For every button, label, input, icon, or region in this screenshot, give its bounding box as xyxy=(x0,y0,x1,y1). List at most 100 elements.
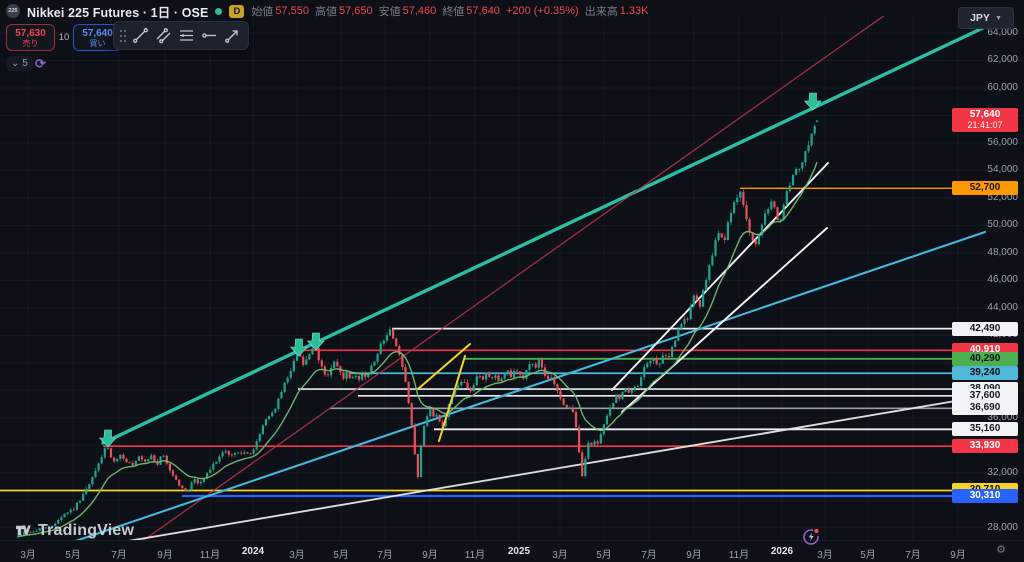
arrow-down-icon xyxy=(289,338,308,357)
time-tick-label: 7月 xyxy=(905,550,921,561)
countdown-timer: 21:41:07 xyxy=(967,120,1003,131)
time-tick-label: 5月 xyxy=(860,550,876,561)
price-level-badge: 36,690 xyxy=(952,401,1018,416)
time-tick-label: 7月 xyxy=(377,550,393,561)
time-axis-separator xyxy=(0,540,1024,541)
layer-count: 5 xyxy=(22,58,28,69)
price-tick-label: 62,000 xyxy=(987,54,1018,66)
time-tick-label: 11月 xyxy=(199,550,221,561)
price-level-badge: 40,290 xyxy=(952,351,1018,366)
object-tree-toggle[interactable]: ⌄ 5 xyxy=(6,56,33,71)
drawing-toolbar xyxy=(113,21,249,50)
volume-value: 1.33K xyxy=(619,5,649,17)
currency-value: JPY xyxy=(970,12,990,24)
price-tick-label: 60,000 xyxy=(987,81,1018,93)
candlestick-series xyxy=(16,120,819,538)
time-tick-label: 2024 xyxy=(241,546,265,557)
trend-lines[interactable] xyxy=(58,10,987,550)
interval-badge[interactable]: D xyxy=(229,4,245,18)
open-label: 始値 xyxy=(251,6,274,18)
price-tick-label: 64,000 xyxy=(987,27,1018,38)
moving-average-line xyxy=(17,161,818,537)
horizontal-level-lines[interactable] xyxy=(0,187,952,498)
close-label: 終値 xyxy=(442,6,465,18)
arrow-down-markers[interactable] xyxy=(98,92,822,448)
trend-line-tool-icon[interactable] xyxy=(129,24,152,47)
time-tick-label: 9月 xyxy=(686,550,702,561)
arrow-down-icon xyxy=(98,429,117,448)
price-level-badge: 33,930 xyxy=(952,439,1018,454)
price-tick-label: 48,000 xyxy=(987,246,1018,258)
time-tick-label: 5月 xyxy=(333,550,349,561)
price-tick-label: 28,000 xyxy=(987,521,1018,533)
time-tick-label: 7月 xyxy=(641,550,657,561)
price-tick-label: 56,000 xyxy=(987,136,1018,148)
time-tick-label: 3月 xyxy=(289,550,305,561)
price-level-badge: 35,160 xyxy=(952,422,1018,437)
high-value: 57,650 xyxy=(338,5,373,17)
symbol-title[interactable]: Nikkei 225 Futures · 1日 · OSE xyxy=(27,5,209,20)
market-status-icon xyxy=(215,7,223,15)
low-label: 安値 xyxy=(378,6,401,18)
price-tick-label: 54,000 xyxy=(987,164,1018,176)
price-tick-label: 36,000 xyxy=(987,411,1018,423)
symbol-header: 225 Nikkei 225 Futures · 1日 · OSE D 始値 57… xyxy=(6,3,648,20)
chevron-down-icon: ⌄ xyxy=(11,58,20,69)
tradingview-logo-icon xyxy=(16,525,31,536)
buy-price: 57,640 xyxy=(82,27,113,39)
watermark-text: TradingView xyxy=(38,521,135,539)
price-level-badge: 57,640 21:41:07 xyxy=(952,108,1018,133)
close-value: 57,640 xyxy=(466,5,500,17)
tradingview-watermark: TradingView xyxy=(14,521,134,540)
time-tick-label: 7月 xyxy=(111,550,127,561)
caret-down-icon: ▼ xyxy=(994,14,1002,22)
sell-label: 売り xyxy=(22,38,39,48)
time-tick-label: 9月 xyxy=(950,550,966,561)
price-level-badge: 30,310 xyxy=(952,488,1018,503)
spread-value: 10 xyxy=(58,32,70,43)
sell-price: 57,630 xyxy=(15,27,46,39)
time-tick-label: 11月 xyxy=(728,550,750,561)
instant-order-icon[interactable] xyxy=(801,526,822,547)
arrow-down-icon xyxy=(803,92,822,111)
time-tick-label: 2025 xyxy=(507,546,531,557)
low-value: 57,460 xyxy=(402,5,437,17)
time-tick-label: 3月 xyxy=(552,550,568,561)
price-level-badge: 37,600 xyxy=(952,388,1018,403)
timezone-settings-gear-icon[interactable]: ⚙ xyxy=(996,544,1006,556)
time-tick-label: 3月 xyxy=(817,550,833,561)
parallel-channel-tool-icon[interactable] xyxy=(152,24,175,47)
high-label: 高値 xyxy=(314,6,337,18)
horizontal-ray-tool-icon[interactable] xyxy=(198,24,221,47)
volume-label: 出来高 xyxy=(584,6,618,18)
grid-lines xyxy=(0,16,1024,540)
ohlc-readout: 始値 57,550 高値 57,650 安値 57,460 終値 57,640 +200… xyxy=(251,3,648,19)
horizontal-lines-tool-icon[interactable] xyxy=(175,24,198,47)
time-tick-label: 9月 xyxy=(157,550,173,561)
yellow-flag-lines[interactable] xyxy=(417,343,471,442)
open-value: 57,550 xyxy=(275,5,309,17)
sell-button[interactable]: 57,630 売り xyxy=(6,24,55,51)
price-tick-label: 32,000 xyxy=(987,466,1018,478)
toolbar-drag-handle[interactable] xyxy=(117,24,129,47)
arrow-down-icon xyxy=(306,332,325,351)
time-tick-label: 2026 xyxy=(770,546,794,557)
price-level-badge: 52,700 xyxy=(952,181,1018,196)
price-level-badge: 42,490 xyxy=(952,321,1018,336)
time-tick-label: 9月 xyxy=(422,550,438,561)
price-tick-label: 50,000 xyxy=(987,219,1018,231)
replay-icon[interactable]: ⟳ xyxy=(35,56,46,71)
arrow-line-tool-icon[interactable] xyxy=(221,24,244,47)
trade-panel: 57,630 売り 10 57,640 買い xyxy=(6,24,122,51)
currency-dropdown[interactable]: JPY ▼ xyxy=(958,7,1014,29)
time-tick-label: 11月 xyxy=(464,550,486,561)
price-tick-label: 46,000 xyxy=(987,274,1018,286)
time-tick-label: 3月 xyxy=(20,550,36,561)
time-tick-label: 5月 xyxy=(596,550,612,561)
buy-label: 買い xyxy=(89,38,106,48)
time-tick-label: 5月 xyxy=(65,550,81,561)
price-tick-label: 44,000 xyxy=(987,301,1018,313)
symbol-logo: 225 xyxy=(6,4,20,18)
